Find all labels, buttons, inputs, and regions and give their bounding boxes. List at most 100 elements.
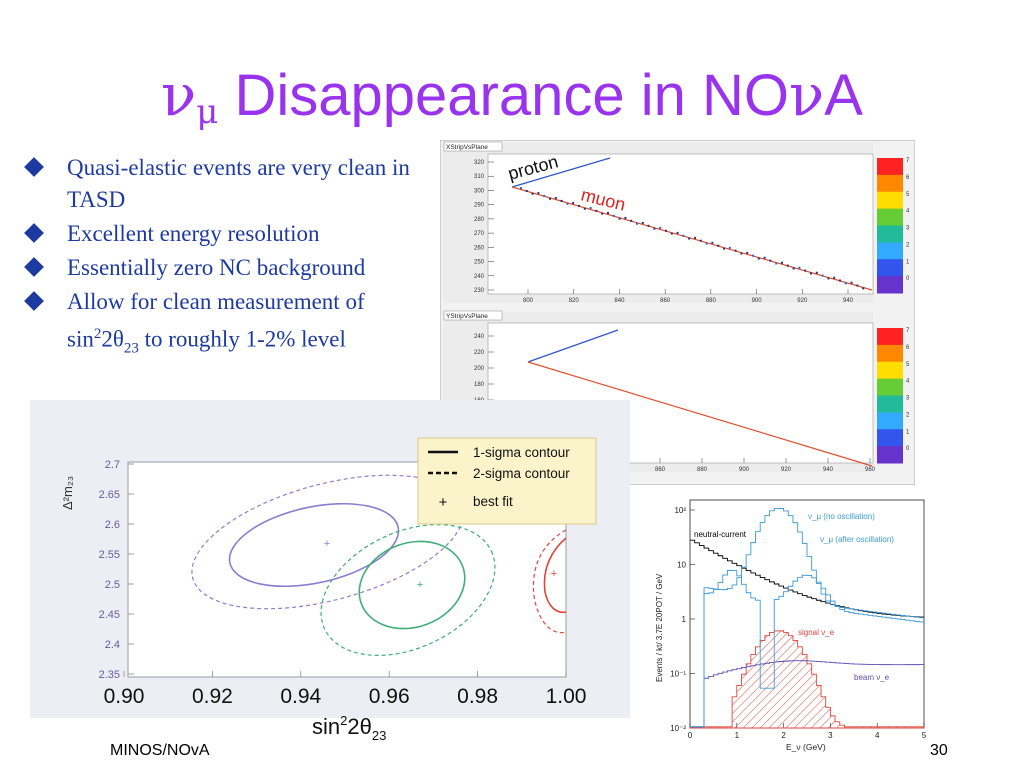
top-y-axis: 320 310 300 290 280 270 260 250 240 230 <box>474 160 494 294</box>
y-tick-label: 270 <box>474 231 485 237</box>
x-tick-label: 960 <box>865 467 876 473</box>
legend-best-fit: best fit <box>473 494 513 509</box>
y-tick-label: 2.7 <box>105 459 120 471</box>
y-tick-label: 290 <box>474 203 485 209</box>
contour-legend: 1-sigma contour 2-sigma contour + best f… <box>417 437 597 525</box>
spectrum-y-label: Events / kt/ 3.7E 20POT / GeV <box>655 573 664 682</box>
top-tab-label: XStripVsPlane <box>446 144 488 151</box>
colorbar-segment <box>877 276 903 294</box>
hit <box>699 239 702 242</box>
x-tick-label: 800 <box>523 298 534 304</box>
hit <box>839 279 841 282</box>
y-tick-label: 1 <box>682 615 687 624</box>
bullet-text: Essentially zero NC background <box>67 255 366 280</box>
bullet-text-part: Allow for clean measurement of sin <box>67 289 365 352</box>
x-tick-label: 1 <box>735 731 740 740</box>
x-tick-label: 860 <box>655 467 666 473</box>
y-tick-label: 10⁻² <box>670 724 686 733</box>
y-tick-label: 2.5 <box>105 579 120 591</box>
y-tick-label: 230 <box>474 288 485 294</box>
hit <box>804 269 807 272</box>
y-tick-label: 10² <box>674 506 686 515</box>
contour-y-label: Δ²m₂₃ <box>60 476 75 510</box>
diamond-bullet-icon <box>24 291 44 311</box>
hit <box>641 221 644 224</box>
colorbar-segment <box>877 242 903 260</box>
colorbar-segment <box>877 259 903 277</box>
colorbar-segment <box>877 225 903 243</box>
x-tick-label: 0.96 <box>369 685 410 708</box>
green-best-fit: + <box>417 579 423 591</box>
hit <box>746 251 749 254</box>
hit <box>757 257 760 260</box>
colorbar-segment <box>877 208 903 226</box>
diamond-bullet-icon <box>24 223 44 243</box>
colorbar-label: 3 <box>906 396 910 402</box>
hit <box>520 187 522 190</box>
spectrum-y-axis: 10² 10 1 10⁻¹ 10⁻² <box>670 506 695 733</box>
hit <box>549 197 551 200</box>
colorbar-label: 6 <box>906 345 910 351</box>
legend-2sigma: 2-sigma contour <box>473 466 570 481</box>
purple-1sigma-contour <box>228 502 400 588</box>
diamond-bullet-icon <box>24 257 44 277</box>
hit <box>833 276 836 279</box>
colorbar-segment <box>877 191 903 210</box>
colorbar-label: 2 <box>906 242 910 248</box>
x-tick-label: 0.98 <box>457 685 498 708</box>
bullet-item: Allow for clean measurement of sin22θ23 … <box>22 286 452 364</box>
label-nc: neutral-current <box>694 530 747 539</box>
hit <box>589 207 592 210</box>
y-tick-label: 300 <box>474 188 485 194</box>
title-text: Disappearance in NO <box>218 63 790 128</box>
muon-track-y <box>527 361 873 467</box>
hit <box>670 232 673 235</box>
colorbar-label: 5 <box>906 362 910 368</box>
hit <box>537 192 540 195</box>
hit <box>612 214 615 217</box>
colorbar-label: 2 <box>906 412 910 418</box>
colorbar-label: 3 <box>906 226 910 232</box>
x-tick-label: 920 <box>797 298 808 304</box>
bottom-colorbar: 7 6 5 4 3 2 1 0 <box>877 328 910 464</box>
colorbar-label: 6 <box>906 175 910 181</box>
x-tick-label: 920 <box>781 467 792 473</box>
proton-track <box>511 157 611 188</box>
hit <box>543 194 546 197</box>
y-tick-label: 2.6 <box>105 519 120 531</box>
x-tick-label: 880 <box>706 298 717 304</box>
diamond-bullet-icon <box>24 157 44 177</box>
red-2sigma-contour <box>532 529 567 634</box>
colorbar-segment <box>877 378 903 396</box>
numu-after-osc-histogram <box>690 569 924 728</box>
legend-1sigma: 1-sigma contour <box>473 445 570 460</box>
x-tick-label: 1.00 <box>546 685 587 708</box>
hit <box>717 244 720 247</box>
hit <box>583 207 586 210</box>
hit <box>607 211 609 214</box>
contour-x-label: sin22θ23 <box>312 713 386 743</box>
legend-plus-marker: + <box>439 494 448 511</box>
x-tick-label: 4 <box>875 731 880 740</box>
muon-hits <box>520 187 865 290</box>
bullet-sub: 23 <box>123 340 139 357</box>
hit <box>676 231 679 234</box>
y-tick-label: 10 <box>677 561 686 570</box>
hit <box>821 274 824 277</box>
x-tick-label: 0 <box>688 731 693 740</box>
hit <box>560 199 563 202</box>
hit <box>647 224 650 227</box>
title-mu: μ <box>196 92 219 132</box>
y-tick-label: 250 <box>474 260 485 266</box>
x-tick-label: 940 <box>843 298 854 304</box>
green-1sigma-contour <box>358 540 466 630</box>
x-tick-label: 860 <box>660 298 671 304</box>
bullet-text: Excellent energy resolution <box>67 221 320 246</box>
hit <box>694 236 696 239</box>
hit <box>705 242 708 245</box>
label-beam: beam ν_e <box>854 673 890 682</box>
hit <box>572 202 575 205</box>
y-tick-label: 2.4 <box>105 639 120 651</box>
hit <box>554 197 557 200</box>
x-tick-label: 900 <box>739 467 750 473</box>
